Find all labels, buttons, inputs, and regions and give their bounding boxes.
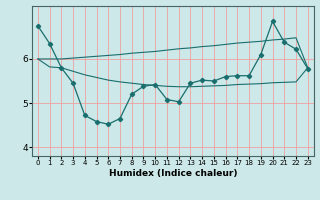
X-axis label: Humidex (Indice chaleur): Humidex (Indice chaleur): [108, 169, 237, 178]
